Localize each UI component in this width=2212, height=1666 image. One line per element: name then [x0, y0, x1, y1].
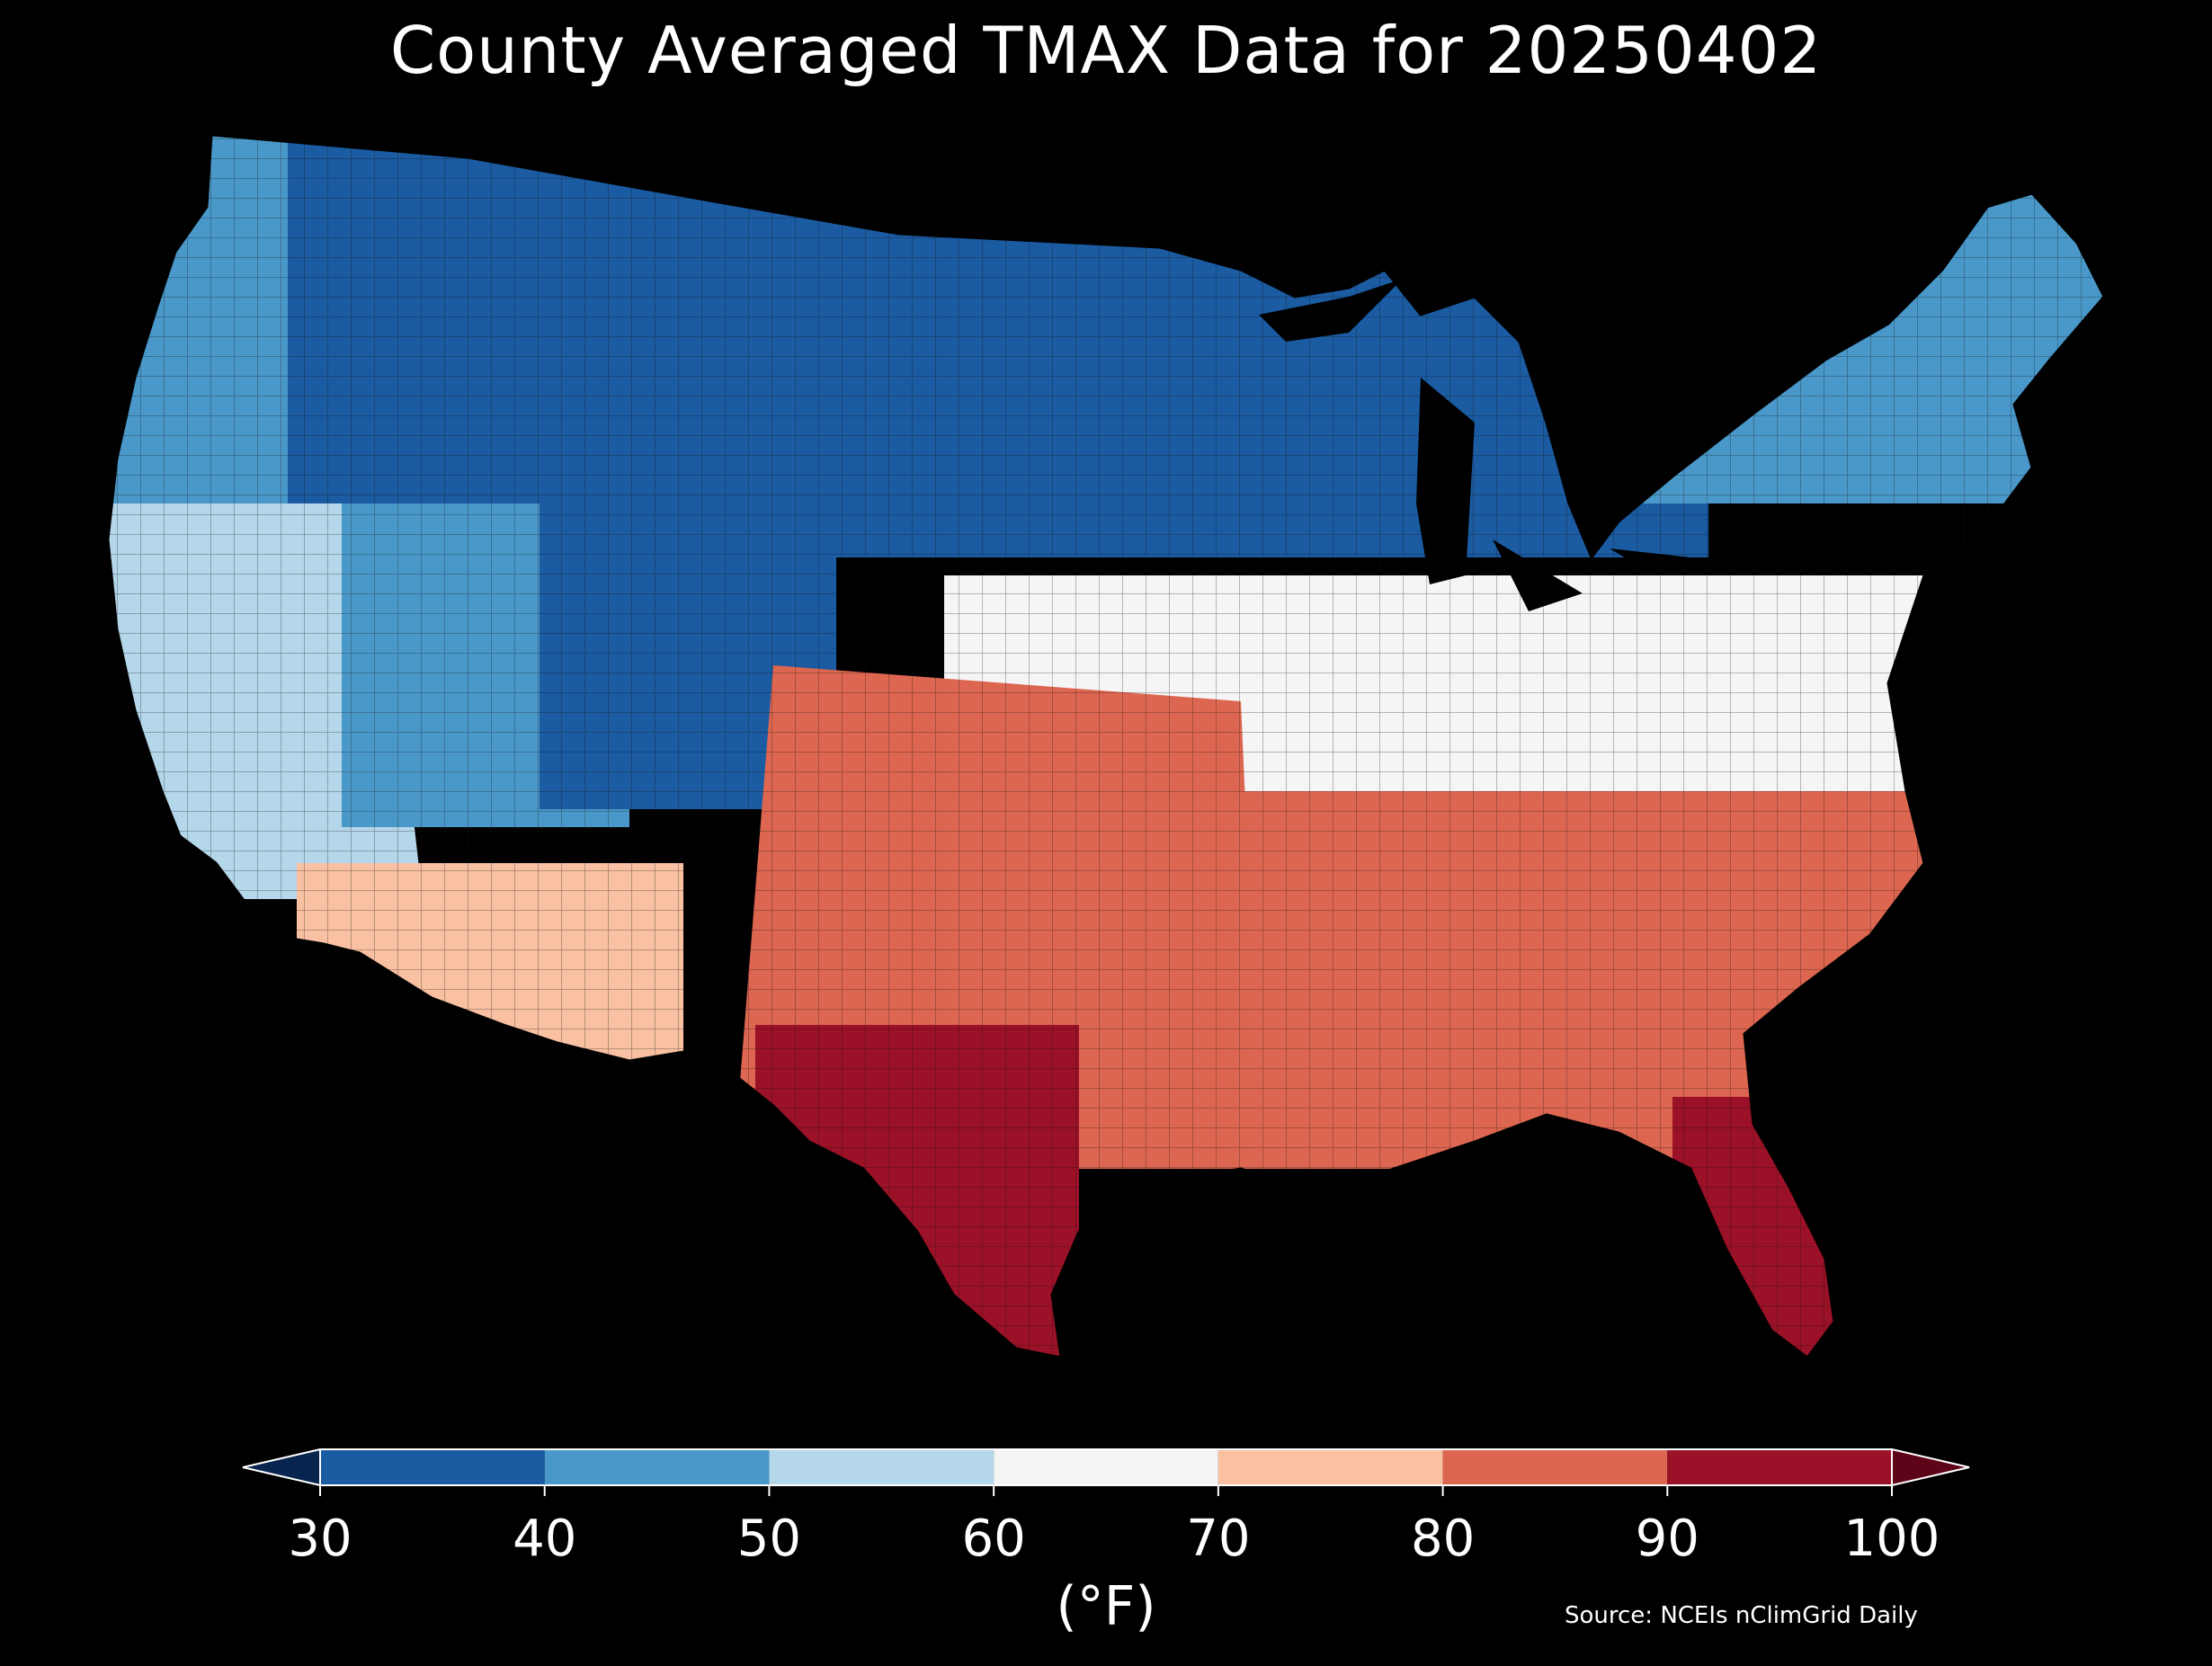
colorbar-tick-label: 40: [513, 1510, 576, 1568]
colorbar-bin: [320, 1449, 545, 1485]
colorbar-outline: [319, 1448, 1893, 1486]
colorbar-over-arrow: [1891, 1448, 1970, 1487]
colorbar-bin: [544, 1449, 770, 1485]
map-title: County Averaged TMAX Data for 20250402: [389, 13, 1823, 88]
colorbar: 30 40 50 60 70 80 90 100: [242, 1448, 1970, 1568]
colorbar-bin: [769, 1449, 995, 1485]
colorbar-under-arrow: [242, 1448, 321, 1487]
colorbar-bin: [1667, 1449, 1892, 1485]
colorbar-tick-label: 30: [288, 1510, 352, 1568]
colorbar-bin: [1217, 1449, 1443, 1485]
colorbar-tick-label: 80: [1411, 1510, 1475, 1568]
colorbar-tick-label: 50: [737, 1510, 801, 1568]
colorbar-bin: [994, 1449, 1218, 1485]
colorbar-tick-label: 90: [1636, 1510, 1699, 1568]
source-note: Source: NCEIs nClimGrid Daily: [1565, 1602, 1918, 1629]
great-lakes: [1259, 279, 1690, 611]
colorbar-tick-label: 70: [1186, 1510, 1250, 1568]
colorbar-tick-label: 60: [962, 1510, 1026, 1568]
colorbar-bin: [1442, 1449, 1668, 1485]
colorbar-tick-label: 100: [1844, 1510, 1940, 1568]
colorbar-units-label: (°F): [1056, 1575, 1156, 1638]
